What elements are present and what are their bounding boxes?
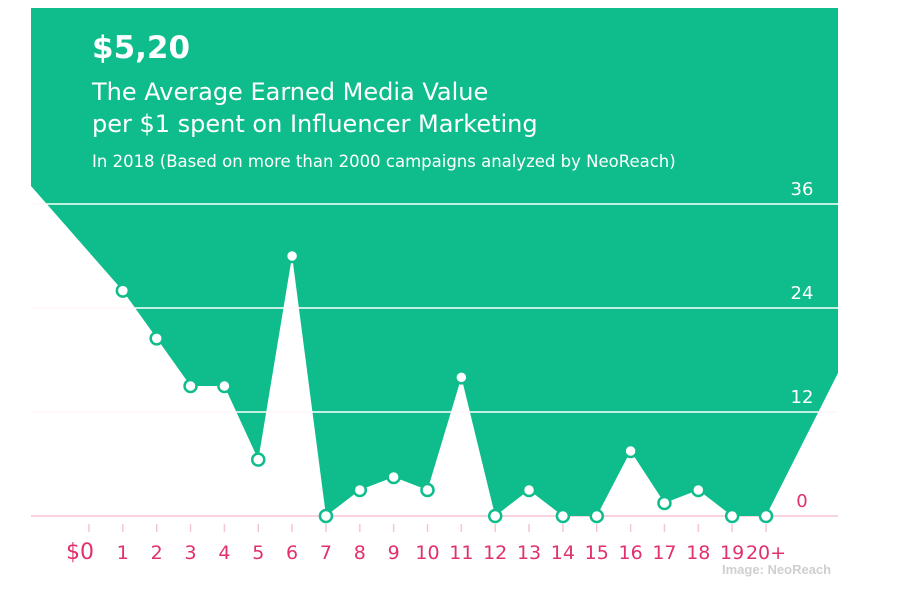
data-point-20+	[758, 508, 774, 524]
data-point-2	[149, 331, 164, 346]
x-tick-label-12: 12	[483, 542, 507, 564]
x-tick-label-7: 7	[320, 542, 332, 564]
x-tick-label-14: 14	[551, 542, 575, 564]
data-point-5	[251, 452, 266, 467]
y-tick-label-12: 12	[791, 387, 814, 408]
data-point-18	[691, 482, 706, 498]
data-point-11	[454, 370, 469, 385]
data-point-10	[420, 482, 435, 498]
x-tick-label-6: 6	[286, 542, 298, 564]
x-tick-label-10: 10	[415, 542, 439, 564]
x-tick-label-15: 15	[585, 542, 609, 564]
data-point-15	[589, 508, 604, 524]
x-tick-label-4: 4	[218, 542, 230, 564]
x-tick-label-13: 13	[517, 542, 541, 564]
subtitle-line-1: The Average Earned Media Value	[92, 78, 489, 106]
data-point-12	[487, 508, 503, 524]
y-tick-label-0: 0	[796, 491, 807, 512]
subtitle-line-2: per $1 spent on Influencer Marketing	[92, 110, 538, 138]
data-point-3	[183, 378, 198, 394]
x-tick-label-5: 5	[252, 542, 264, 564]
x-tick-label-2: 2	[151, 542, 163, 564]
y-tick-label-24: 24	[791, 283, 814, 304]
x-tick-label-16: 16	[619, 542, 643, 564]
data-point-16	[623, 443, 638, 459]
data-point-1	[115, 283, 131, 298]
x-tick-label-8: 8	[354, 542, 366, 564]
x-tick-label-17: 17	[652, 542, 676, 564]
x-axis-tick-labels: $0 1 2 3 4 5 6 7 8 9 10 11 12 13 14 15 16 17 18 19 20+	[66, 524, 786, 565]
data-points	[115, 248, 774, 524]
x-tick-label-11: 11	[449, 542, 473, 564]
x-tick-label-1: 1	[117, 542, 129, 564]
data-point-19	[724, 508, 740, 524]
data-point-9	[386, 469, 401, 485]
image-credit: Image: NeoReach	[722, 562, 832, 577]
data-point-17	[657, 495, 672, 511]
x-tick-label-3: 3	[185, 542, 197, 564]
data-point-13	[521, 482, 537, 498]
data-point-14	[555, 508, 571, 524]
data-point-4	[217, 378, 232, 394]
y-axis-tick-labels: 0 12 24 36	[791, 179, 814, 512]
headline-value: $5,20	[92, 30, 191, 66]
y-tick-label-36: 36	[791, 179, 814, 200]
x-tick-label-$0: $0	[66, 540, 94, 565]
data-point-7	[318, 508, 334, 524]
chart-note: In 2018 (Based on more than 2000 campaig…	[92, 152, 676, 171]
x-tick-label-20+: 20+	[746, 542, 786, 564]
x-tick-label-19: 19	[720, 542, 744, 564]
x-tick-label-18: 18	[686, 542, 710, 564]
data-point-6	[284, 248, 300, 264]
x-tick-label-9: 9	[388, 542, 400, 564]
data-point-8	[352, 482, 368, 498]
area-fill	[31, 8, 838, 516]
gridlines-above	[31, 203, 838, 413]
